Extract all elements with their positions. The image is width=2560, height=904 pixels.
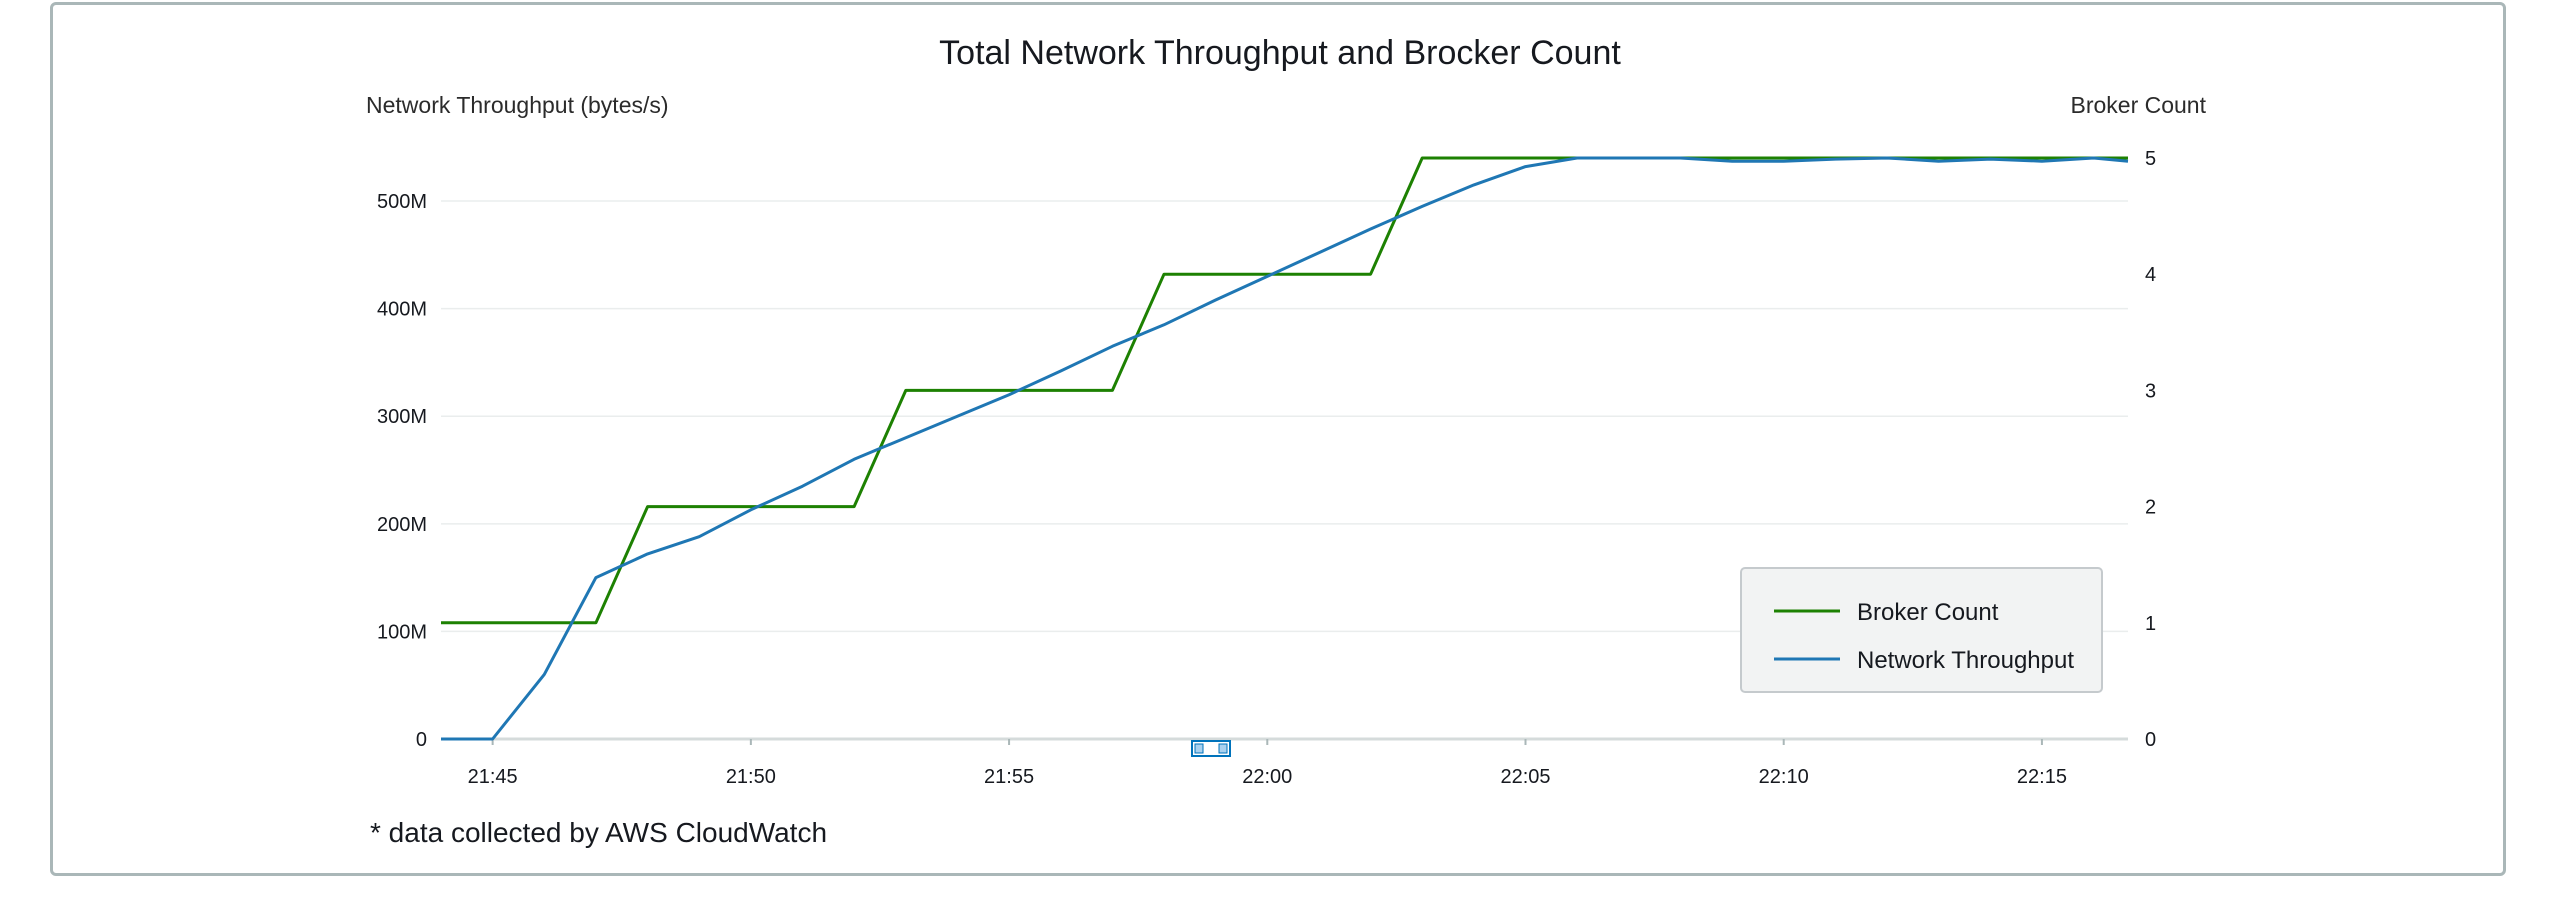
y-right-tick-label: 4 [2145, 264, 2156, 286]
y-left-tick-label: 200M [377, 514, 427, 536]
y-left-tick-label: 100M [377, 621, 427, 643]
y-left-tick-label: 500M [377, 191, 427, 213]
series-line-broker-count [441, 156, 2128, 625]
legend-label-network-throughput: Network Throughput [1857, 647, 2074, 674]
range-scrubber-handle[interactable] [1191, 740, 1231, 757]
x-tick-label: 22:00 [1242, 766, 1292, 788]
x-tick-label: 22:05 [1500, 766, 1550, 788]
legend: Broker Count Network Throughput [1740, 567, 2103, 693]
y-axis-right-title: Broker Count [2070, 92, 2206, 118]
x-tick-label: 21:50 [726, 766, 776, 788]
legend-label-broker-count: Broker Count [1857, 599, 1999, 626]
y-axis-right-ticks: 0 1 2 3 4 5 [2145, 148, 2156, 751]
x-tick-label: 22:15 [2017, 766, 2067, 788]
y-axis-left-ticks: 0 100M 200M 300M 400M 500M [377, 191, 427, 751]
y-right-tick-label: 1 [2145, 613, 2156, 635]
x-tick-label: 21:55 [984, 766, 1034, 788]
y-left-tick-label: 0 [416, 729, 427, 751]
y-left-tick-label: 300M [377, 406, 427, 428]
series-lines [441, 156, 2129, 741]
y-right-tick-label: 3 [2145, 380, 2156, 402]
x-tick-label: 21:45 [468, 766, 518, 788]
x-tick-label: 22:10 [1759, 766, 1809, 788]
y-right-tick-label: 2 [2145, 497, 2156, 519]
y-right-tick-label: 0 [2145, 729, 2156, 751]
y-axis-left-title: Network Throughput (bytes/s) [366, 92, 669, 118]
y-right-tick-label: 5 [2145, 148, 2156, 170]
series-line-network-throughput [441, 156, 2129, 741]
chart-title: Total Network Throughput and Brocker Cou… [939, 34, 1621, 72]
y-left-tick-label: 400M [377, 299, 427, 321]
x-axis-ticks: 21:45 21:50 21:55 22:00 22:05 22:10 22:15 [468, 739, 2067, 788]
chart-panel [50, 2, 2506, 876]
footnote: * data collected by AWS CloudWatch [370, 817, 827, 848]
